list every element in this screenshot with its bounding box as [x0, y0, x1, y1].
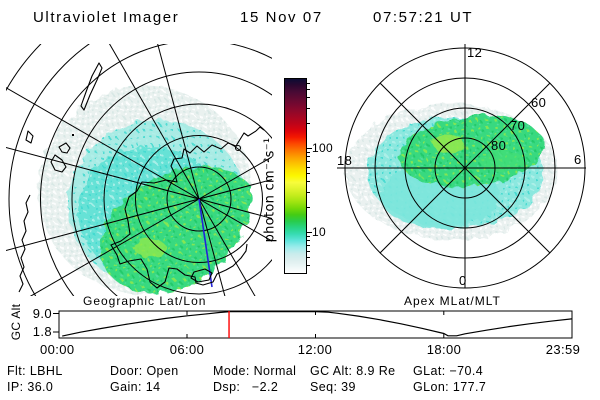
- right-plot-subtitle: Apex MLat/MLT: [404, 294, 501, 308]
- colorbar: [284, 78, 307, 274]
- status-glat: GLat: −70.4: [413, 364, 484, 378]
- status-gain: Gain: 14: [110, 380, 161, 394]
- gc-alt-panel: [53, 310, 573, 339]
- mlt-label-6: 6: [574, 152, 582, 167]
- xtick-0000: 00:00: [40, 342, 75, 357]
- status-flt: Flt: LBHL: [7, 364, 63, 378]
- status-mode: Mode: Normal: [213, 364, 297, 378]
- mlat-label-70: 70: [510, 118, 526, 133]
- colorbar-units-label: photon cm⁻²s⁻¹: [262, 137, 278, 243]
- xtick-1800: 18:00: [426, 342, 462, 357]
- left-plot-subtitle: Geographic Lat/Lon: [83, 294, 207, 308]
- coastlines: [18, 62, 265, 293]
- mlat-label-80: 80: [491, 138, 507, 153]
- status-door: Door: Open: [110, 364, 179, 378]
- mlat-label-60: 60: [531, 95, 547, 110]
- status-gcalt: GC Alt: 8.9 Re: [310, 364, 396, 378]
- mlt-label-0: 0: [459, 273, 467, 288]
- title-date: 15 Nov 07: [240, 9, 323, 26]
- ytick-9: 9.0: [32, 306, 52, 321]
- status-dsp: Dsp: −2.2: [213, 380, 279, 394]
- right-polar-map: [337, 44, 586, 289]
- status-ip: IP: 36.0: [7, 380, 54, 394]
- xtick-0600: 06:00: [169, 342, 205, 357]
- status-seq: Seq: 39: [310, 380, 356, 394]
- title-time: 07:57:21 UT: [373, 9, 474, 26]
- ytick-1.8: 1.8: [32, 324, 52, 339]
- colorbar-tick-100: 100: [312, 141, 333, 155]
- gc-alt-axis-label: GC Alt: [9, 303, 23, 341]
- gc-alt-curve: [62, 311, 572, 337]
- mlat-mlt-grid: [337, 44, 586, 289]
- xtick-2359: 23:59: [545, 342, 581, 357]
- colorbar-tick-10: 10: [312, 225, 326, 239]
- app-title: Ultraviolet Imager: [33, 9, 180, 26]
- xtick-1200: 12:00: [297, 342, 333, 357]
- mlt-label-12: 12: [467, 45, 483, 60]
- left-polar-map: [6, 44, 272, 296]
- mlt-label-18: 18: [337, 153, 353, 168]
- status-glon: GLon: 177.7: [413, 380, 487, 394]
